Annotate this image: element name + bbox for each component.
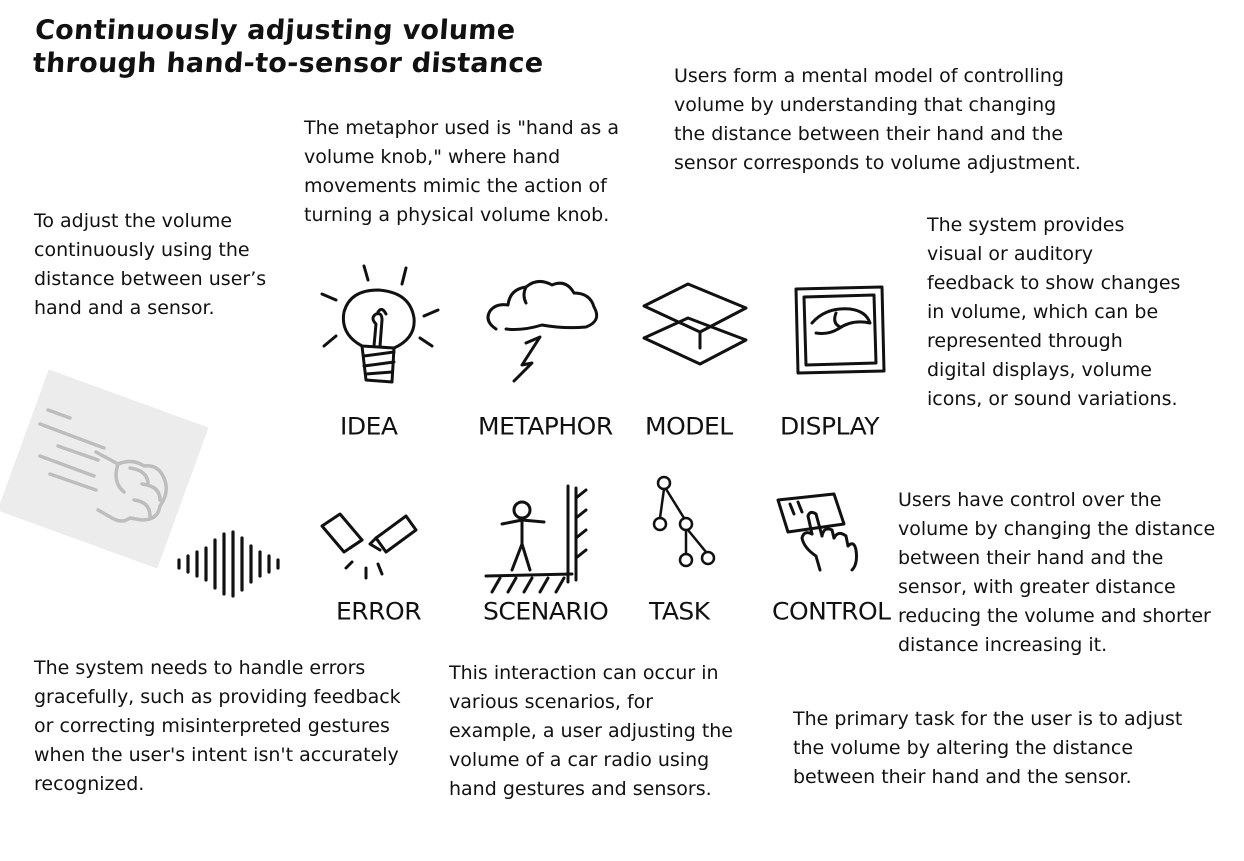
label-model: MODEL — [645, 412, 733, 441]
framed-display-icon — [794, 285, 886, 375]
lightbulb-icon — [320, 264, 440, 384]
storm-cloud-icon — [486, 280, 599, 383]
note-control: Users have control over the volume by ch… — [898, 489, 1216, 656]
note-idea: To adjust the volume continuously using … — [34, 210, 267, 319]
label-error: ERROR — [336, 597, 422, 626]
note-metaphor: The metaphor used is "hand as a volume k… — [304, 117, 619, 226]
title-line-1: Continuously adjusting volume — [34, 15, 517, 46]
title-line-2: through hand-to-sensor distance — [31, 48, 545, 79]
label-task: TASK — [649, 597, 710, 626]
task-tree-icon — [652, 475, 716, 568]
label-idea: IDEA — [340, 412, 398, 441]
note-display: The system provides visual or auditory f… — [927, 214, 1181, 410]
note-task: The primary task for the user is to adju… — [793, 708, 1183, 788]
note-scenario: This interaction can occur in various sc… — [449, 662, 733, 800]
sound-wave-icon — [177, 530, 280, 598]
note-error: The system needs to handle errors gracef… — [34, 657, 401, 795]
label-control: CONTROL — [772, 597, 891, 626]
broken-connection-icon — [320, 512, 418, 580]
page-title: Continuously adjusting volume through ha… — [32, 14, 547, 80]
note-model: Users form a mental model of controlling… — [674, 65, 1081, 174]
label-metaphor: METAPHOR — [478, 412, 613, 441]
label-display: DISPLAY — [780, 412, 880, 441]
label-scenario: SCENARIO — [483, 597, 609, 626]
hand-touch-icon — [776, 492, 858, 572]
stacked-planes-icon — [642, 282, 748, 366]
person-scene-icon — [484, 484, 588, 594]
moving-fist-icon — [0, 369, 209, 569]
